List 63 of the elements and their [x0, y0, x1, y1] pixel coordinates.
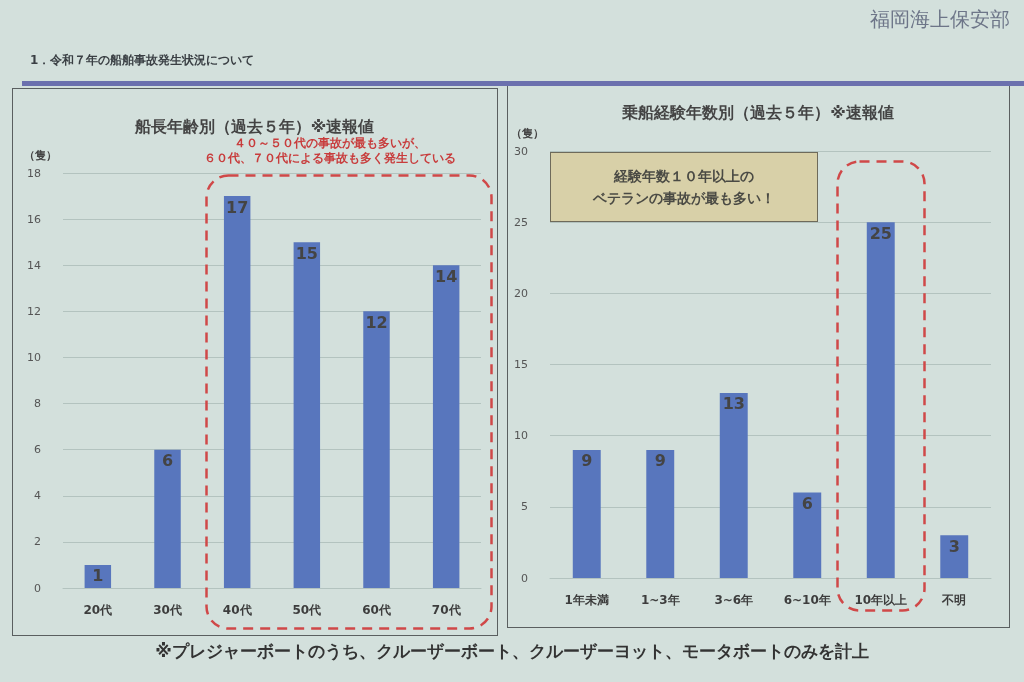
data-label: 9	[654, 451, 666, 471]
bar	[293, 242, 321, 588]
text: ※プレジャーボートのうち、クルーザーボート、クルーザーヨット、モータボートのみを計上	[154, 640, 870, 663]
bar	[154, 449, 181, 588]
text: 福岡海上保安部	[869, 6, 1010, 33]
y-tick-label: 14	[27, 258, 41, 272]
data-label: 15	[295, 243, 318, 263]
data-label: 17	[226, 197, 249, 217]
y-tick-label: 25	[514, 215, 528, 229]
y-tick-label: 6	[34, 443, 41, 457]
x-tick-label: 60代	[362, 603, 391, 617]
x-tick-label: 不明	[941, 593, 967, 607]
y-tick-label: 0	[34, 581, 41, 595]
bar	[940, 535, 969, 578]
chart-title: 乗船経験年数別（過去５年）※速報値	[621, 102, 894, 122]
y-tick-label: 10	[27, 350, 41, 364]
y-tick-label: 10	[514, 429, 528, 443]
data-label: 6	[161, 451, 174, 471]
x-tick-label: 20代	[83, 603, 113, 617]
data-label: 9	[581, 451, 593, 471]
x-tick-label: 70代	[431, 603, 461, 617]
y-axis-title: （隻）	[24, 149, 57, 162]
x-tick-label: 6~10年	[783, 593, 831, 607]
data-label: 3	[948, 536, 960, 556]
x-tick-label: 10年以上	[854, 593, 908, 607]
text: 1．令和７年の船舶事故発生状況について	[22, 46, 1024, 86]
y-tick-label: 5	[521, 500, 528, 514]
y-tick-label: 0	[521, 571, 528, 585]
y-tick-label: 15	[514, 358, 528, 371]
data-label: 25	[869, 223, 892, 243]
x-tick-label: 1年未満	[564, 593, 609, 607]
y-tick-label: 12	[27, 304, 41, 318]
data-label: 14	[435, 266, 458, 286]
annotation: 経験年数１０年以上の	[612, 167, 755, 186]
y-tick-label: 20	[514, 286, 528, 300]
bar	[646, 449, 675, 578]
y-tick-label: 2	[34, 535, 41, 549]
text: ４０～５０代の事故が最も多いが、	[233, 136, 427, 151]
bar	[866, 222, 895, 578]
bar	[793, 492, 822, 578]
x-tick-label: 30代	[153, 603, 182, 617]
data-label: 13	[722, 394, 745, 414]
bar	[719, 392, 748, 578]
y-tick-label: 30	[514, 144, 528, 158]
data-label: 1	[92, 566, 104, 586]
bar	[223, 196, 251, 588]
data-label: 12	[365, 312, 388, 332]
y-tick-label: 16	[27, 212, 41, 226]
data-label: 6	[801, 494, 813, 514]
bar	[363, 311, 390, 588]
y-tick-label: 8	[34, 397, 41, 411]
text: ６０代、７０代による事故も多く発生している	[203, 151, 457, 166]
x-tick-label: 1~3年	[640, 593, 680, 607]
annotation: ベテランの事故が最も多い！	[592, 189, 776, 208]
x-tick-label: 50代	[292, 603, 322, 617]
y-tick-label: 4	[34, 489, 41, 503]
y-axis-title: （隻）	[511, 127, 544, 140]
x-tick-label: 40代	[222, 603, 252, 617]
x-tick-label: 3~6年	[714, 593, 754, 607]
y-tick-label: 18	[27, 166, 41, 180]
bar	[432, 265, 460, 588]
chart-title: 船長年齢別（過去５年）※速報値	[133, 116, 375, 136]
bar	[572, 449, 601, 578]
